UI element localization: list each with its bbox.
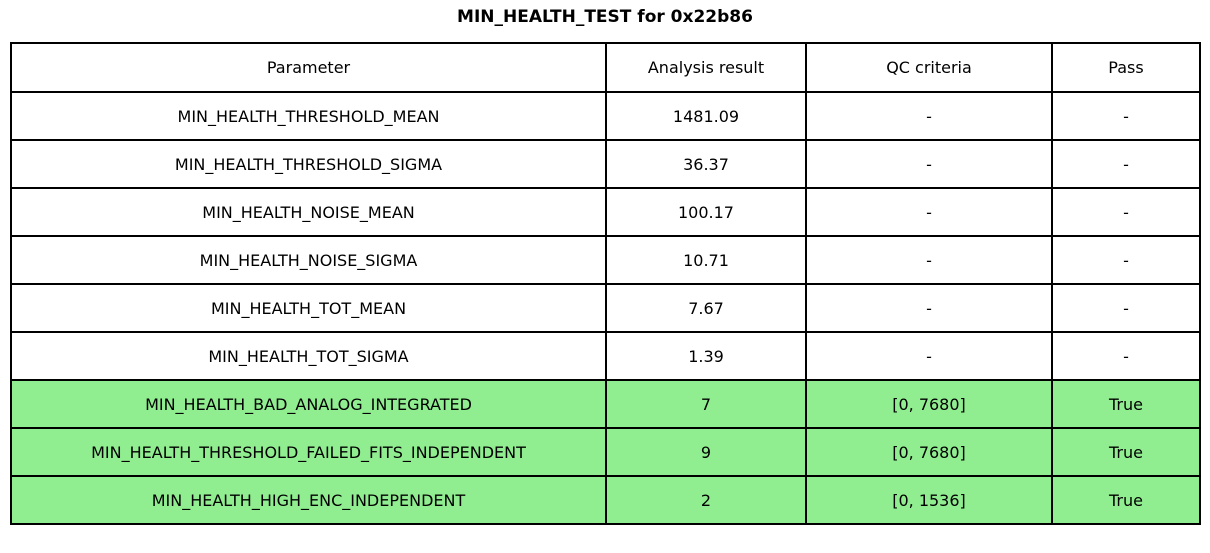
- table-row: MIN_HEALTH_TOT_MEAN 7.67 - -: [10, 283, 1201, 333]
- cell-pass: -: [1051, 283, 1201, 333]
- cell-pass: -: [1051, 139, 1201, 189]
- cell-parameter: MIN_HEALTH_BAD_ANALOG_INTEGRATED: [10, 379, 607, 429]
- cell-parameter: MIN_HEALTH_THRESHOLD_SIGMA: [10, 139, 607, 189]
- cell-result: 2: [605, 475, 807, 525]
- cell-result: 7.67: [605, 283, 807, 333]
- cell-pass: True: [1051, 427, 1201, 477]
- cell-parameter: MIN_HEALTH_NOISE_SIGMA: [10, 235, 607, 285]
- cell-qc: [0, 7680]: [805, 427, 1053, 477]
- cell-parameter: MIN_HEALTH_NOISE_MEAN: [10, 187, 607, 237]
- cell-qc: -: [805, 331, 1053, 381]
- cell-qc: -: [805, 235, 1053, 285]
- cell-qc: -: [805, 139, 1053, 189]
- cell-pass: True: [1051, 379, 1201, 429]
- cell-result: 7: [605, 379, 807, 429]
- cell-result: 36.37: [605, 139, 807, 189]
- page-title: MIN_HEALTH_TEST for 0x22b86: [457, 7, 753, 27]
- table-row: MIN_HEALTH_THRESHOLD_SIGMA 36.37 - -: [10, 139, 1201, 189]
- cell-parameter: MIN_HEALTH_THRESHOLD_MEAN: [10, 91, 607, 141]
- cell-result: 100.17: [605, 187, 807, 237]
- cell-parameter: MIN_HEALTH_HIGH_ENC_INDEPENDENT: [10, 475, 607, 525]
- header-qc-criteria: QC criteria: [805, 42, 1053, 93]
- table-body: MIN_HEALTH_THRESHOLD_MEAN 1481.09 - - MI…: [10, 91, 1201, 525]
- cell-qc: -: [805, 283, 1053, 333]
- table-row: MIN_HEALTH_THRESHOLD_FAILED_FITS_INDEPEN…: [10, 427, 1201, 477]
- cell-pass: -: [1051, 235, 1201, 285]
- cell-parameter: MIN_HEALTH_TOT_SIGMA: [10, 331, 607, 381]
- cell-qc: -: [805, 91, 1053, 141]
- cell-result: 9: [605, 427, 807, 477]
- header-pass: Pass: [1051, 42, 1201, 93]
- header-analysis-result: Analysis result: [605, 42, 807, 93]
- table-row: MIN_HEALTH_NOISE_SIGMA 10.71 - -: [10, 235, 1201, 285]
- cell-parameter: MIN_HEALTH_TOT_MEAN: [10, 283, 607, 333]
- cell-qc: [0, 1536]: [805, 475, 1053, 525]
- cell-result: 10.71: [605, 235, 807, 285]
- table-header: Parameter Analysis result QC criteria Pa…: [10, 42, 1201, 93]
- cell-pass: -: [1051, 187, 1201, 237]
- cell-pass: -: [1051, 91, 1201, 141]
- cell-result: 1.39: [605, 331, 807, 381]
- cell-result: 1481.09: [605, 91, 807, 141]
- qc-results-table: Parameter Analysis result QC criteria Pa…: [10, 42, 1201, 525]
- cell-qc: -: [805, 187, 1053, 237]
- table-row: MIN_HEALTH_BAD_ANALOG_INTEGRATED 7 [0, 7…: [10, 379, 1201, 429]
- table-row: MIN_HEALTH_HIGH_ENC_INDEPENDENT 2 [0, 15…: [10, 475, 1201, 525]
- table-row: MIN_HEALTH_NOISE_MEAN 100.17 - -: [10, 187, 1201, 237]
- cell-pass: True: [1051, 475, 1201, 525]
- header-parameter: Parameter: [10, 42, 607, 93]
- table-row: MIN_HEALTH_TOT_SIGMA 1.39 - -: [10, 331, 1201, 381]
- cell-qc: [0, 7680]: [805, 379, 1053, 429]
- header-row: Parameter Analysis result QC criteria Pa…: [10, 42, 1201, 93]
- cell-parameter: MIN_HEALTH_THRESHOLD_FAILED_FITS_INDEPEN…: [10, 427, 607, 477]
- cell-pass: -: [1051, 331, 1201, 381]
- table-row: MIN_HEALTH_THRESHOLD_MEAN 1481.09 - -: [10, 91, 1201, 141]
